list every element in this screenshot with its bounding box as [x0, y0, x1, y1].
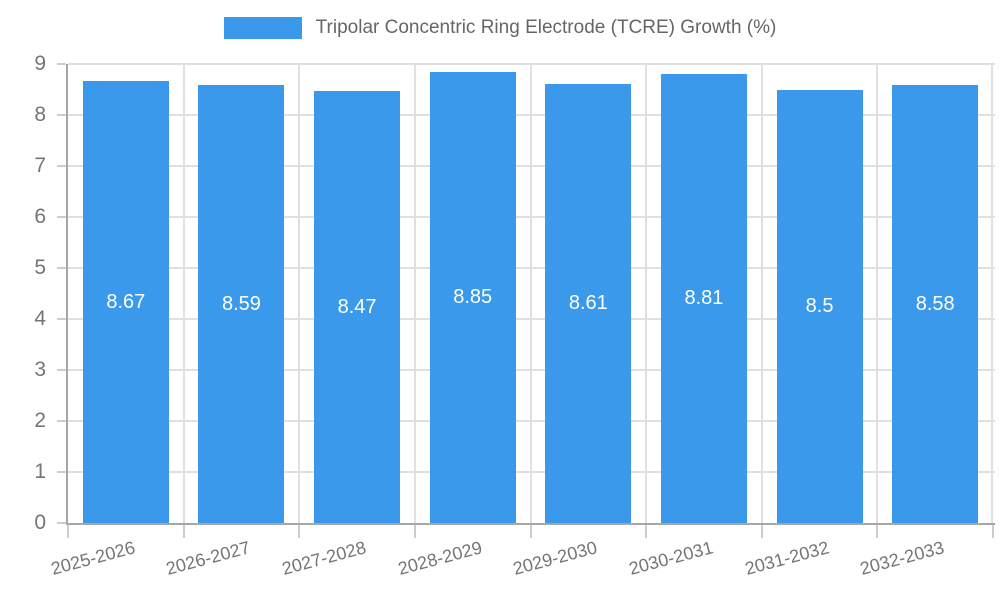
bar[interactable]: 8.85	[429, 71, 516, 523]
y-tick-mark	[57, 63, 66, 65]
bar[interactable]: 8.47	[314, 91, 401, 523]
x-tick-mark	[182, 525, 185, 538]
y-tick-mark	[57, 522, 66, 524]
y-tick-label: 7	[34, 154, 46, 177]
y-tick-mark	[57, 165, 66, 167]
y-tick-label: 1	[34, 460, 46, 483]
y-gridline	[68, 216, 995, 218]
bar[interactable]: 8.59	[198, 84, 285, 523]
y-tick-label: 8	[34, 103, 46, 126]
y-gridline	[68, 114, 995, 116]
x-tick-mark	[992, 525, 994, 538]
x-tick-mark	[876, 525, 879, 538]
bar-value-label: 8.58	[915, 293, 955, 316]
y-gridline	[68, 471, 995, 473]
y-gridline	[68, 165, 995, 167]
x-tick-label: 2028-2029	[395, 537, 484, 579]
y-tick-label: 0	[34, 511, 46, 534]
x-tick-mark	[298, 525, 301, 538]
x-gridline	[182, 64, 185, 523]
bar[interactable]: 8.58	[892, 85, 979, 523]
y-gridline	[68, 420, 995, 422]
x-gridline	[876, 64, 879, 523]
bar-value-label: 8.5	[805, 295, 834, 318]
x-tick-label: 2027-2028	[279, 537, 369, 579]
x-tick-label: 2032-2033	[858, 537, 947, 579]
x-tick-mark	[67, 525, 69, 538]
legend-swatch-icon	[223, 17, 302, 39]
x-tick-mark	[760, 525, 763, 538]
bar[interactable]: 8.5	[776, 89, 863, 523]
bar-value-label: 8.61	[568, 292, 608, 315]
plot-area: 8.67 8.59 8.47 8.85 8.61 8.81 8.5 8.58	[66, 63, 995, 525]
y-tick-mark	[57, 216, 66, 218]
x-tick-mark	[529, 525, 532, 538]
legend[interactable]: Tripolar Concentric Ring Electrode (TCRE…	[0, 17, 1000, 39]
y-tick-mark	[57, 114, 66, 116]
x-gridline	[413, 64, 416, 523]
y-gridline	[68, 63, 995, 65]
x-gridline	[529, 64, 532, 523]
legend-label: Tripolar Concentric Ring Electrode (TCRE…	[315, 17, 777, 38]
x-tick-label: 2025-2026	[48, 537, 137, 579]
bar[interactable]: 8.67	[82, 80, 169, 523]
y-tick-label: 6	[34, 205, 46, 228]
bar-value-label: 8.47	[337, 296, 377, 318]
y-gridline	[68, 267, 995, 269]
x-tick-label: 2030-2031	[626, 537, 716, 579]
y-tick-mark	[57, 369, 66, 371]
bar-value-label: 8.59	[221, 292, 261, 315]
y-gridline	[68, 318, 995, 320]
y-tick-label: 2	[34, 409, 46, 432]
y-tick-mark	[57, 420, 66, 422]
y-tick-label: 3	[34, 358, 46, 381]
x-tick-mark	[645, 525, 648, 538]
x-tick-label: 2031-2032	[742, 537, 831, 579]
y-tick-mark	[57, 267, 66, 269]
x-tick-mark	[413, 525, 416, 538]
bar[interactable]: 8.61	[545, 83, 632, 523]
bar-value-label: 8.81	[684, 287, 724, 310]
x-gridline	[991, 64, 993, 523]
bar[interactable]: 8.81	[660, 73, 747, 523]
y-tick-label: 5	[34, 256, 46, 279]
y-tick-mark	[57, 471, 66, 473]
x-tick-label: 2026-2027	[164, 537, 253, 579]
y-gridline	[68, 369, 995, 371]
y-tick-mark	[57, 318, 66, 320]
x-tick-label: 2029-2030	[511, 537, 600, 579]
y-tick-label: 9	[34, 52, 46, 75]
y-tick-label: 4	[34, 307, 46, 330]
bar-value-label: 8.85	[453, 286, 493, 309]
bar-value-label: 8.67	[106, 290, 146, 313]
x-gridline	[760, 64, 763, 523]
x-gridline	[645, 64, 648, 523]
x-gridline	[298, 64, 301, 523]
